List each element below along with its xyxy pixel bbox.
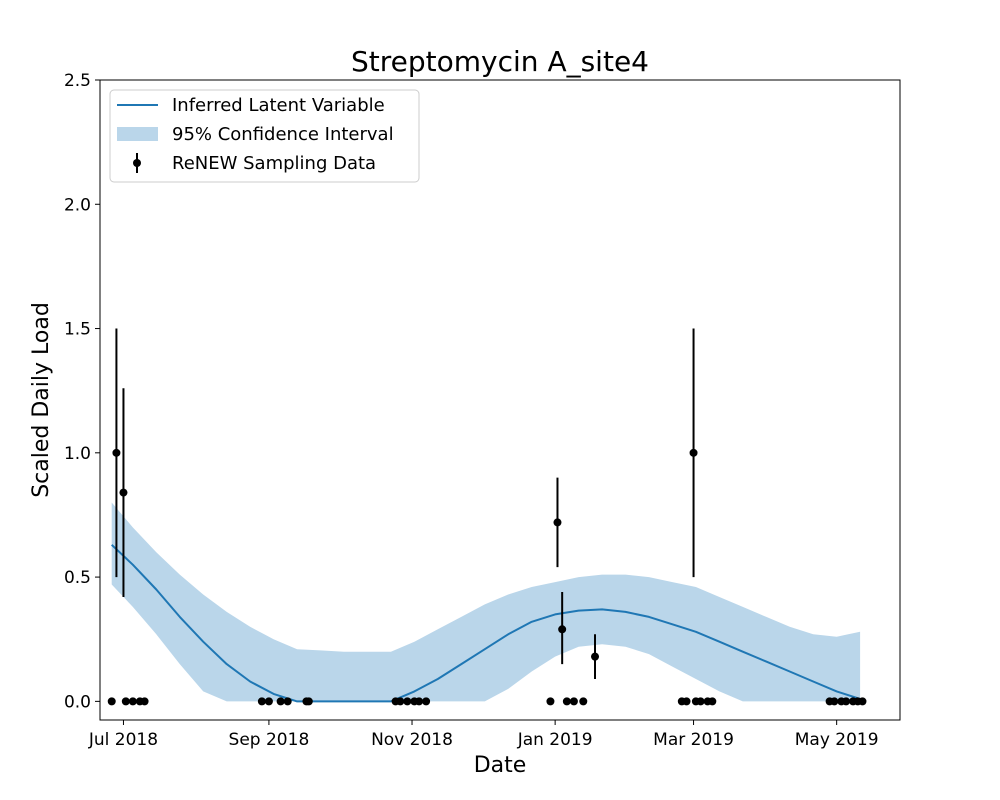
y-axis: 0.0 0.5 1.0 1.5 2.0 2.5 bbox=[64, 71, 100, 712]
legend-point-swatch bbox=[133, 159, 141, 167]
sample-point bbox=[708, 697, 717, 706]
y-tick-label: 0.0 bbox=[64, 692, 91, 712]
x-tick-label: Mar 2019 bbox=[653, 730, 734, 750]
x-tick-label: Jan 2019 bbox=[517, 730, 593, 750]
x-tick-label: Sep 2018 bbox=[229, 730, 310, 750]
y-tick-label: 1.0 bbox=[64, 444, 91, 464]
legend-label-band: 95% Confidence Interval bbox=[172, 124, 394, 145]
legend-label-line: Inferred Latent Variable bbox=[172, 95, 385, 116]
sample-point bbox=[128, 697, 137, 706]
confidence-band-layer bbox=[111, 502, 861, 702]
y-axis-label: Scaled Daily Load bbox=[29, 302, 54, 498]
x-axis: Jul 2018 Sep 2018 Nov 2018 Jan 2019 Mar 2019… bbox=[88, 720, 879, 750]
sample-point bbox=[276, 697, 285, 706]
sample-point bbox=[553, 518, 562, 527]
sample-point bbox=[591, 652, 600, 661]
sample-point bbox=[569, 697, 578, 706]
sample-point bbox=[579, 697, 588, 706]
y-tick-label: 1.5 bbox=[64, 320, 91, 340]
sample-point bbox=[842, 697, 851, 706]
sample-point bbox=[257, 697, 266, 706]
sample-point bbox=[112, 448, 121, 457]
legend-label-points: ReNEW Sampling Data bbox=[172, 153, 376, 174]
x-tick-label: May 2019 bbox=[795, 730, 879, 750]
sample-point bbox=[121, 697, 130, 706]
sample-point bbox=[689, 448, 698, 457]
sample-point bbox=[696, 697, 705, 706]
sample-point bbox=[682, 697, 691, 706]
sample-point bbox=[546, 697, 555, 706]
x-axis-label: Date bbox=[474, 753, 527, 778]
sample-point bbox=[415, 697, 424, 706]
y-tick-label: 2.5 bbox=[64, 71, 91, 91]
sample-point bbox=[562, 697, 571, 706]
sample-point bbox=[264, 697, 273, 706]
legend-box bbox=[109, 89, 420, 183]
sample-point bbox=[283, 697, 292, 706]
x-tick-label: Nov 2018 bbox=[371, 730, 453, 750]
latent-variable-line bbox=[111, 544, 861, 703]
sample-point bbox=[304, 697, 313, 706]
sample-point bbox=[830, 697, 839, 706]
chart-title: Streptomycin A_site4 bbox=[351, 45, 649, 78]
sample-point bbox=[858, 697, 867, 706]
sample-point bbox=[140, 697, 149, 706]
sample-point bbox=[107, 697, 116, 706]
sample-point bbox=[396, 697, 405, 706]
sampling-points-layer bbox=[107, 328, 867, 706]
sample-point bbox=[119, 488, 128, 497]
plot-frame bbox=[99, 79, 901, 721]
x-tick-label: Jul 2018 bbox=[88, 730, 158, 750]
y-tick-label: 2.0 bbox=[64, 195, 91, 215]
latent-line-layer bbox=[111, 544, 861, 703]
sample-point bbox=[403, 697, 412, 706]
legend-band-swatch bbox=[117, 127, 158, 141]
sample-point bbox=[558, 625, 567, 634]
y-tick-label: 0.5 bbox=[64, 568, 91, 588]
legend: Inferred Latent Variable 95% Confidence … bbox=[109, 89, 420, 183]
sample-point bbox=[422, 697, 431, 706]
confidence-band bbox=[111, 502, 861, 702]
